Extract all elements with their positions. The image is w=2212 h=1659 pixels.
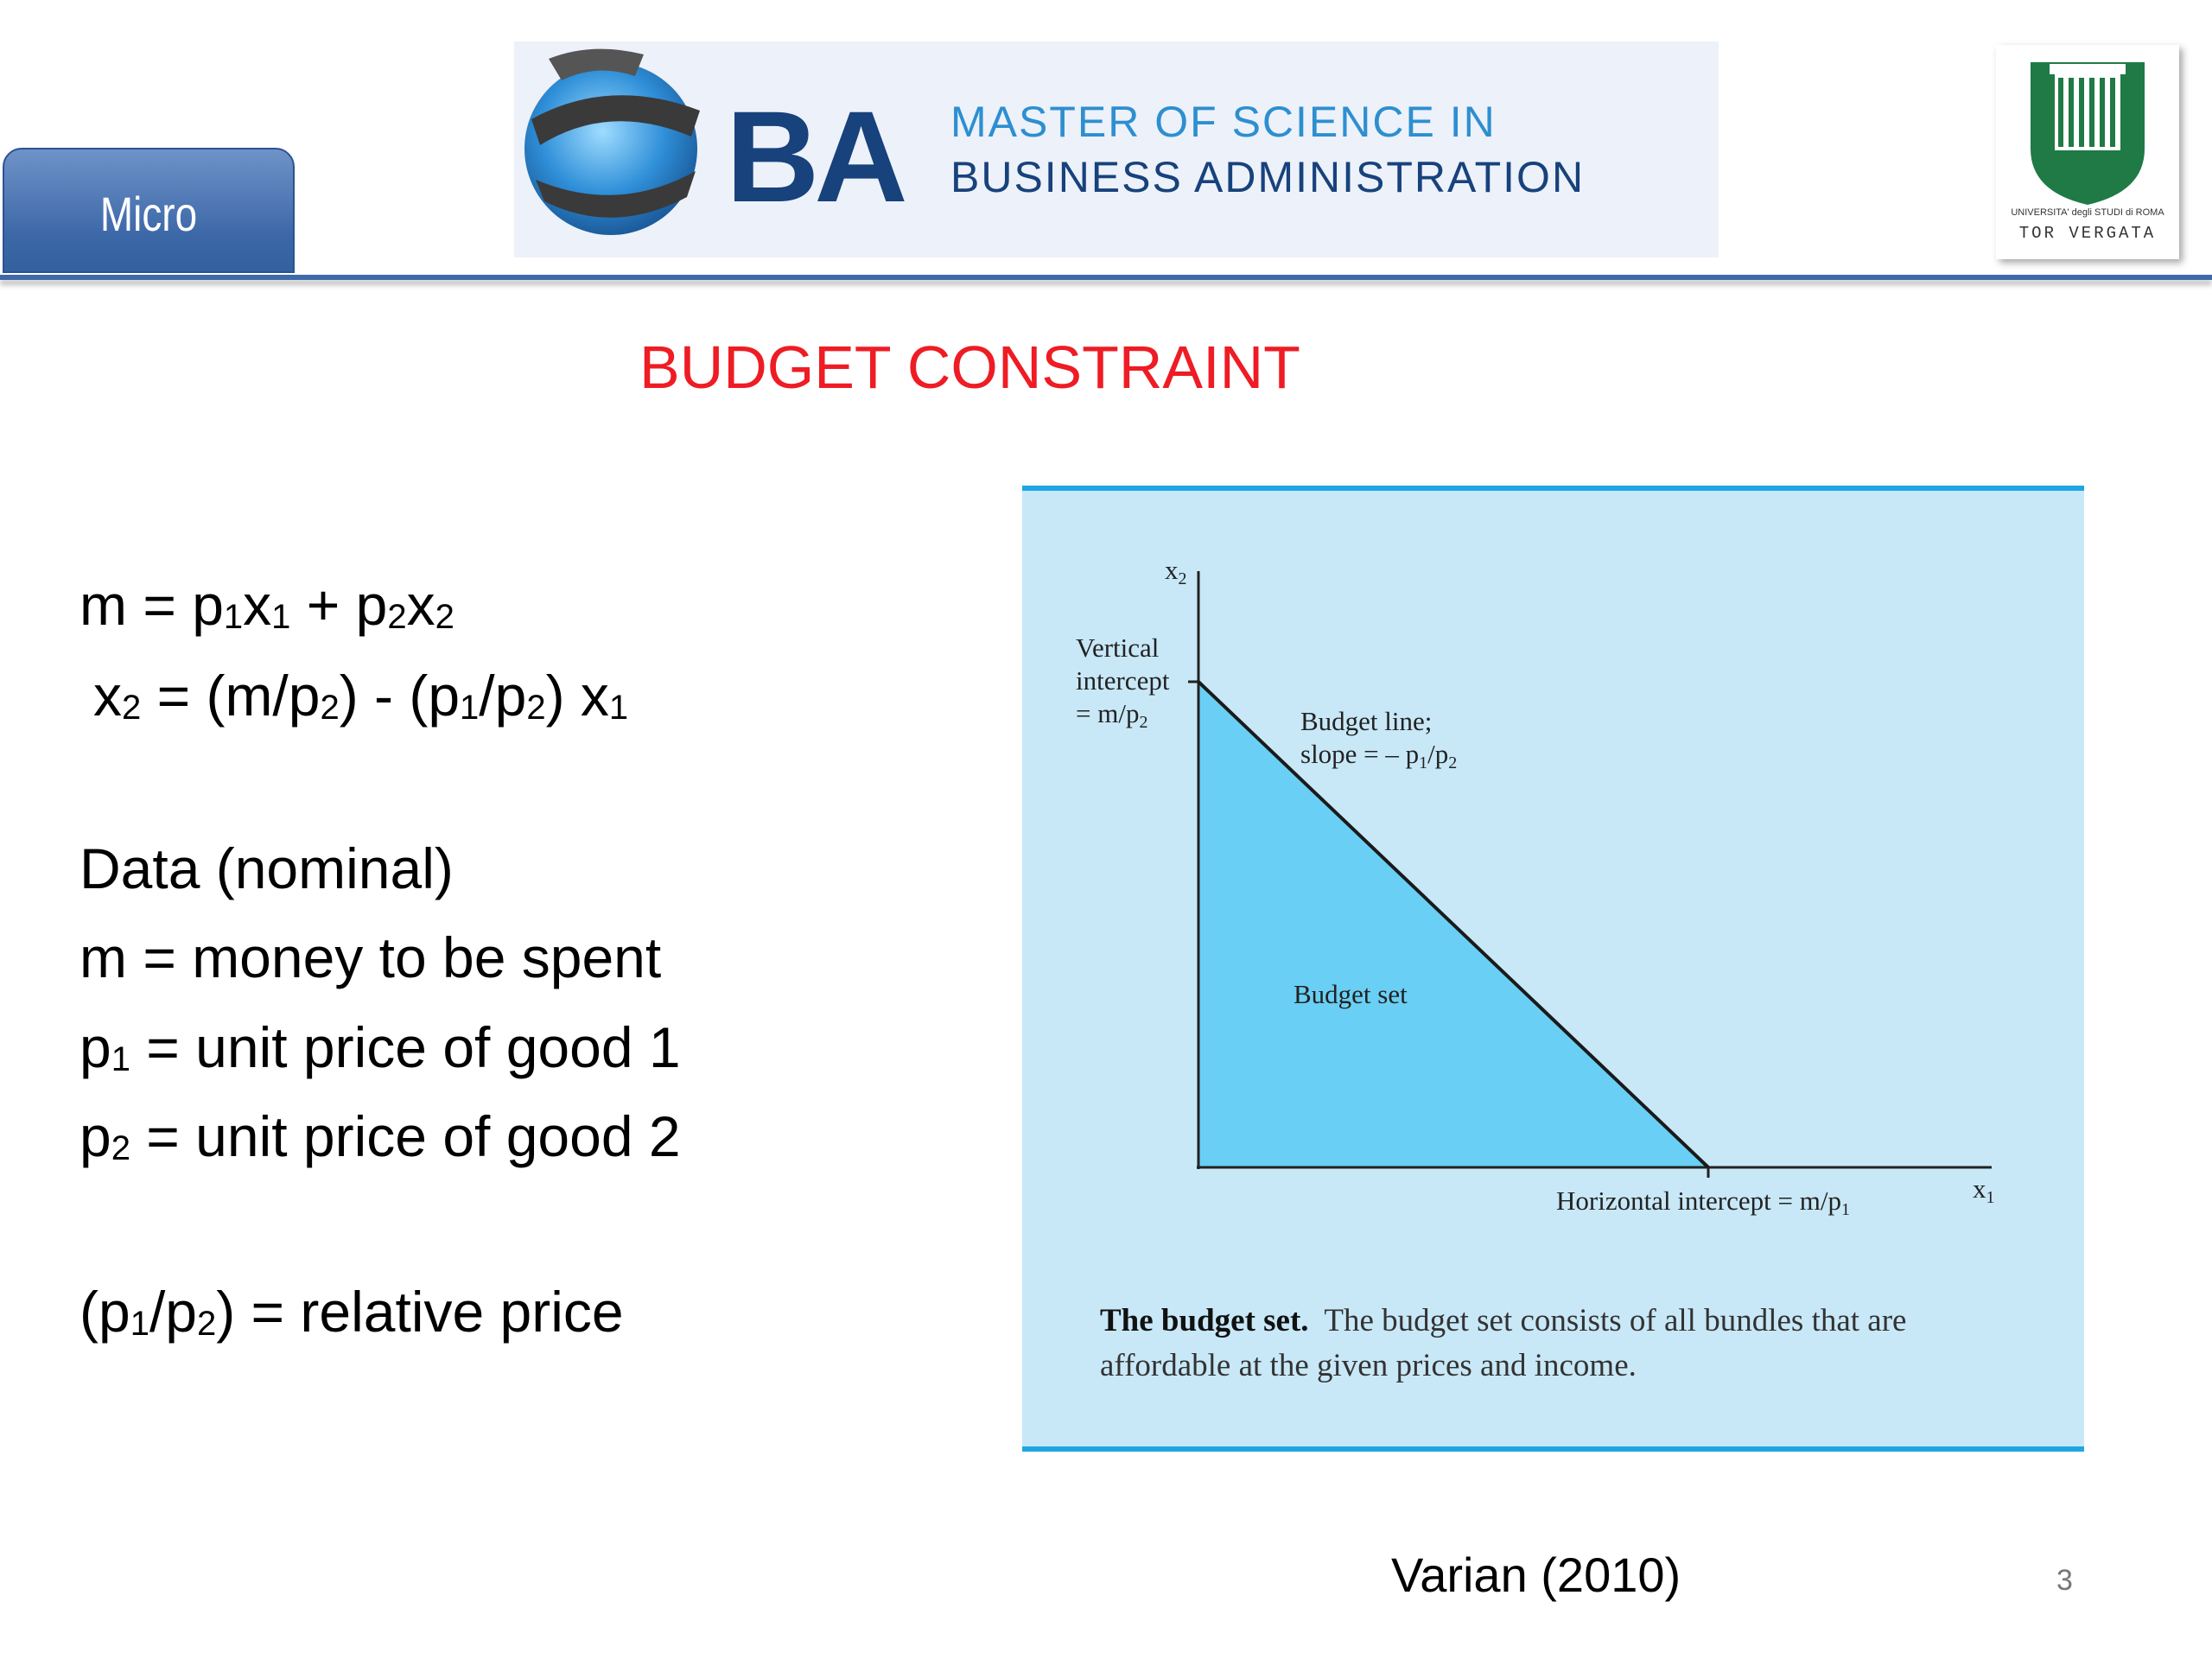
equation-budget: m = p1x1 + p2x2 bbox=[79, 573, 454, 637]
definition-p1: p1 = unit price of good 1 bbox=[79, 1015, 681, 1079]
university-crest: UNIVERSITA' degli STUDI di ROMA TOR VERG… bbox=[1996, 45, 2179, 259]
equation-solved: x2 = (m/p2) - (p1/p2) x1 bbox=[93, 664, 629, 728]
program-banner: BA MASTER OF SCIENCE IN BUSINESS ADMINIS… bbox=[514, 41, 1719, 257]
horizontal-intercept-label: Horizontal intercept = m/p1 bbox=[1556, 1185, 1850, 1219]
citation: Varian (2010) bbox=[1391, 1548, 1681, 1602]
caption-text: The budget set consists of all bundles t… bbox=[1100, 1303, 1907, 1383]
budget-line-label-1: Budget line; bbox=[1300, 706, 1432, 736]
x-axis-label: x1 bbox=[1973, 1173, 1995, 1207]
header-rule bbox=[0, 275, 2212, 280]
figure-caption: The budget set. The budget set consists … bbox=[1100, 1299, 2016, 1389]
vertical-intercept-label-1: Vertical bbox=[1076, 632, 1159, 663]
definition-relative-price: (p1/p2) = relative price bbox=[79, 1280, 624, 1344]
data-heading: Data (nominal) bbox=[79, 836, 454, 900]
caption-title: The budget set. bbox=[1100, 1303, 1309, 1338]
section-tab[interactable]: Micro bbox=[3, 148, 295, 273]
banner-line-2: BUSINESS ADMINISTRATION bbox=[950, 153, 1586, 201]
budget-line-label-2: slope = – p1/p2 bbox=[1300, 739, 1457, 772]
budget-set-figure: x2 x1 Vertical intercept = m/p2 Budget l… bbox=[1022, 486, 2084, 1452]
crest-city: TOR VERGATA bbox=[2018, 224, 2157, 243]
tower-crest-icon bbox=[2031, 62, 2145, 205]
y-axis-label: x2 bbox=[1165, 555, 1187, 588]
section-tab-label: Micro bbox=[99, 187, 198, 241]
page-number: 3 bbox=[2056, 1564, 2073, 1597]
ba-logo-text: BA bbox=[726, 84, 908, 229]
definition-m: m = money to be spent bbox=[79, 925, 662, 989]
vertical-intercept-label-2: intercept bbox=[1076, 665, 1170, 696]
budget-set-diagram: x2 x1 Vertical intercept = m/p2 Budget l… bbox=[1076, 555, 1995, 1219]
budget-set-label: Budget set bbox=[1294, 979, 1408, 1009]
slide-title: BUDGET CONSTRAINT bbox=[639, 334, 1300, 401]
budget-line bbox=[1197, 680, 1710, 1169]
banner-line-1: MASTER OF SCIENCE IN bbox=[950, 98, 1497, 146]
crest-motto: UNIVERSITA' degli STUDI di ROMA bbox=[2011, 207, 2164, 218]
definition-p2: p2 = unit price of good 2 bbox=[79, 1104, 681, 1168]
globe-logo-icon bbox=[524, 48, 700, 235]
vertical-intercept-label-3: = m/p2 bbox=[1076, 698, 1147, 732]
